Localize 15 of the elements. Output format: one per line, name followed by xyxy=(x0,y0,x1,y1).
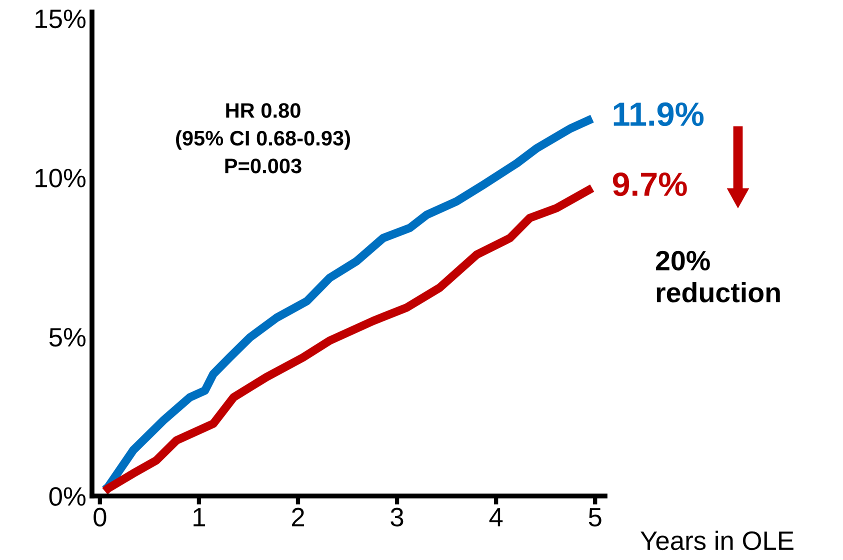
y-tick-label: 5% xyxy=(49,328,86,347)
x-tick-label: 2 xyxy=(292,508,304,526)
y-tick-label: 0% xyxy=(49,487,86,506)
annotation: 9.7% xyxy=(612,172,687,196)
x-tick-label: 1 xyxy=(194,508,206,526)
text: 20% reduction xyxy=(656,250,780,302)
x-tick-label: 5 xyxy=(588,508,602,526)
x-tick-label: 4 xyxy=(489,508,503,526)
y-tick-label: 15% xyxy=(36,10,86,28)
x-tick-label: 3 xyxy=(390,508,404,526)
annotation: HR 0.80 (95% CI 0.68-0.93) P=0.003 xyxy=(176,103,350,174)
y-tick-label: 10% xyxy=(36,168,86,188)
x-axis-title: Years in OLE xyxy=(640,530,794,550)
x-tick-label: 0 xyxy=(94,508,106,526)
annotation: 11.9% xyxy=(614,102,704,126)
